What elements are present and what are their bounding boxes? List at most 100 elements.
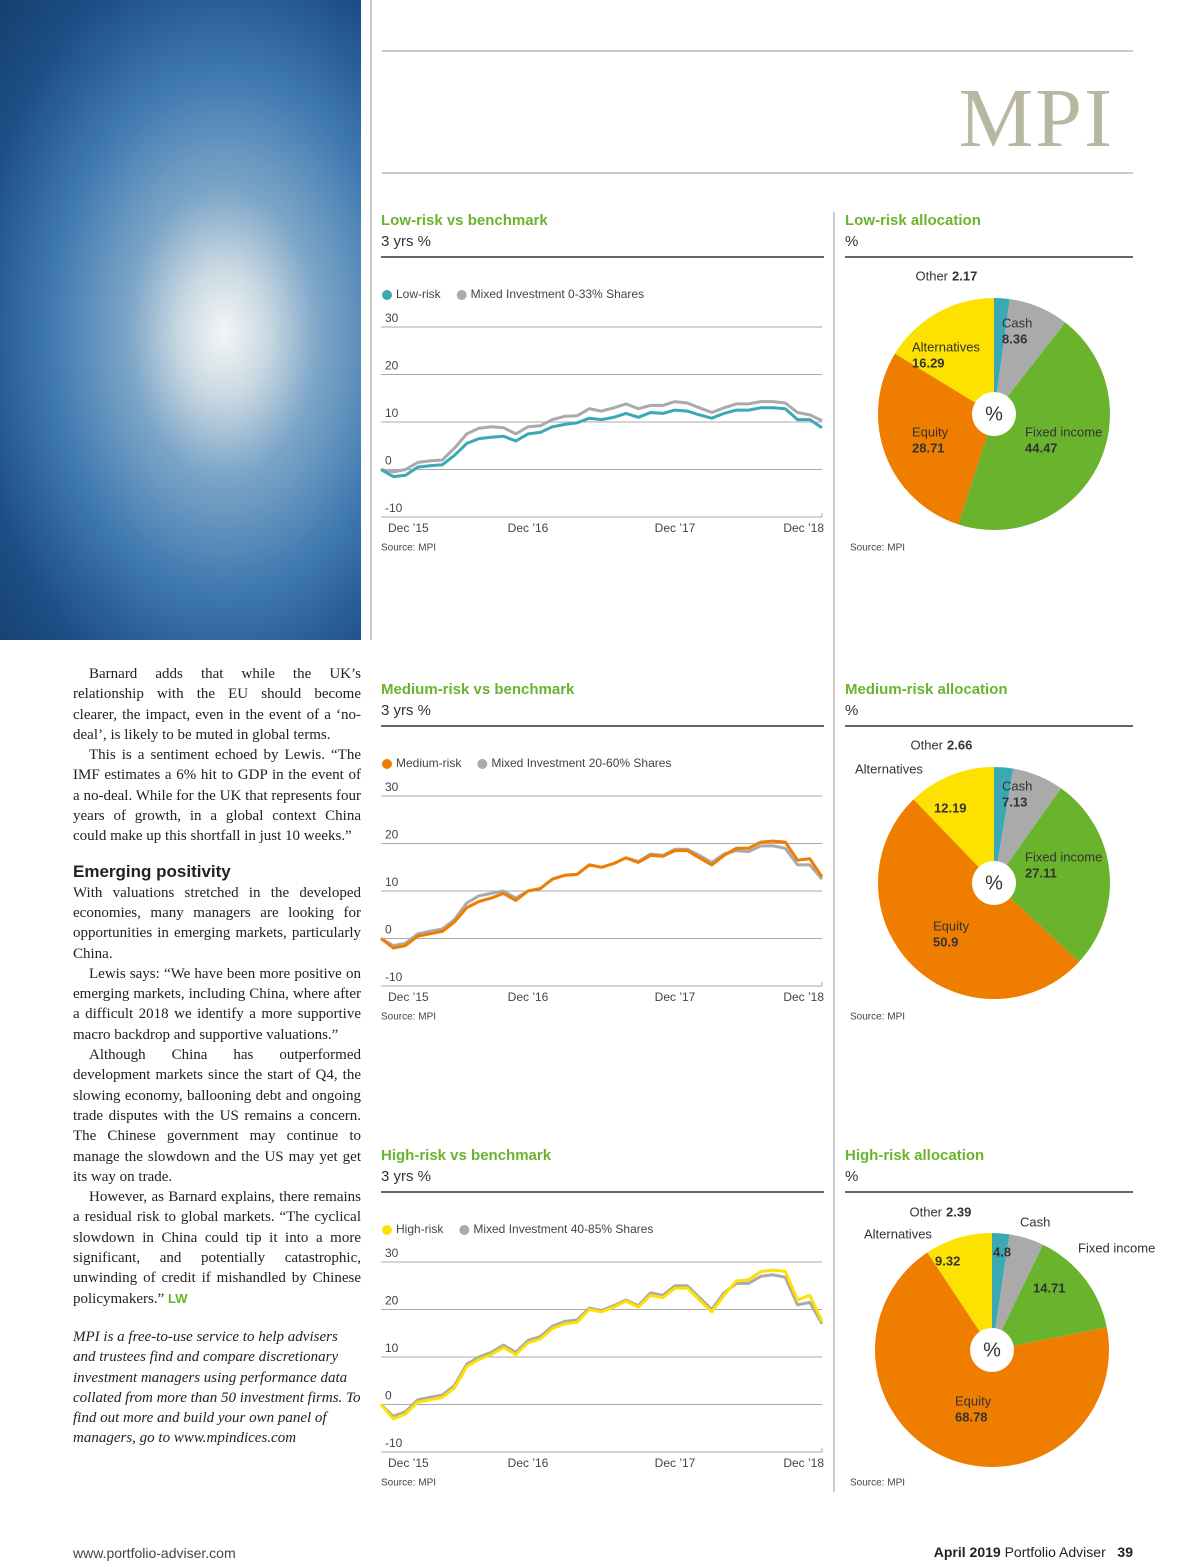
legend-label: Mixed Investment 40-85% Shares <box>473 1222 653 1236</box>
footer-page: 39 <box>1117 1544 1133 1560</box>
slice-label: Fixed income <box>1078 1240 1155 1255</box>
pie-center <box>972 392 1016 436</box>
pie-slice <box>992 1233 1010 1350</box>
pie-slice <box>877 799 1080 999</box>
y-tick-label: 20 <box>385 828 399 842</box>
chart-subtitle: % <box>845 1168 858 1185</box>
photo <box>0 0 361 640</box>
slice-label: Fixed income <box>1025 424 1102 439</box>
chart-subtitle: % <box>845 702 858 719</box>
series-line <box>380 839 824 950</box>
x-tick-label: Dec ’15 <box>388 1456 429 1470</box>
legend-label: Mixed Investment 20-60% Shares <box>491 756 671 770</box>
slice-value: 68.78 <box>955 1409 988 1424</box>
chart-title: Medium-risk allocation <box>845 681 1008 698</box>
legend-swatch <box>456 290 467 300</box>
source: Source: MPI <box>850 543 905 554</box>
chart-subtitle: 3 yrs % <box>381 1168 431 1185</box>
x-tick-label: Dec ’15 <box>388 990 429 1004</box>
chart-title: High-risk allocation <box>845 1147 984 1164</box>
slice-value: 2.17 <box>952 268 977 283</box>
y-tick-label: 10 <box>385 1341 399 1355</box>
slice-label: Alternatives <box>855 761 923 776</box>
pie-center-label: % <box>985 403 1003 425</box>
logo: MPI <box>958 72 1114 165</box>
article: Barnard adds that while the UK’s relatio… <box>73 664 361 1449</box>
slice-value: 4.8 <box>993 1244 1011 1259</box>
slice-label: Other <box>910 737 943 752</box>
paragraph: Lewis says: “We have been more positive … <box>73 965 361 1043</box>
chart-title: Low-risk allocation <box>845 212 981 229</box>
sign-off: LW <box>167 1290 188 1306</box>
slice-value: 8.36 <box>1002 331 1027 346</box>
slice-value: 50.9 <box>933 934 958 949</box>
pie-slice <box>958 322 1110 530</box>
pie-slice <box>992 1244 1107 1350</box>
chart-title: High-risk vs benchmark <box>381 1147 552 1164</box>
footer-url: www.portfolio-adviser.com <box>73 1545 236 1561</box>
pie-center <box>970 1328 1014 1372</box>
footer-publication: Portfolio Adviser <box>1004 1544 1106 1560</box>
slice-value: 28.71 <box>912 440 945 455</box>
heading: Emerging positivity <box>73 861 231 881</box>
series-line <box>379 1268 824 1421</box>
pie-center-label: % <box>983 1339 1001 1361</box>
pie-center-label: % <box>985 872 1003 894</box>
slice-label: Cash <box>1002 778 1032 793</box>
slice-label: Other <box>915 268 948 283</box>
legend-label: High-risk <box>396 1222 444 1236</box>
slice-value: 9.32 <box>935 1253 960 1268</box>
slice-label: Cash <box>1002 315 1032 330</box>
y-tick-label: 30 <box>385 1246 399 1260</box>
paragraph: However, as Barnard explains, there rema… <box>73 1187 361 1309</box>
chart-title: Low-risk vs benchmark <box>381 212 548 229</box>
pie-slice <box>994 767 1014 883</box>
legend-swatch <box>477 759 488 769</box>
slice-value: 44.47 <box>1025 440 1058 455</box>
pie-slice <box>913 767 994 883</box>
source: Source: MPI <box>850 1012 905 1023</box>
paragraph: Although China has outperformed developm… <box>73 1047 361 1185</box>
series-line <box>380 844 824 948</box>
y-tick-label: -10 <box>385 970 403 984</box>
paragraph: With valuations stretched in the develop… <box>73 884 361 962</box>
y-tick-label: 0 <box>385 454 392 468</box>
x-tick-label: Dec ’15 <box>388 521 429 535</box>
slice-label: Equity <box>933 918 970 933</box>
pie-slice <box>894 298 994 414</box>
series-line <box>380 406 823 479</box>
legend-swatch <box>382 759 392 769</box>
slice-label: Equity <box>912 424 949 439</box>
series-line <box>380 400 823 474</box>
chart-title: Medium-risk vs benchmark <box>381 681 575 698</box>
legend-swatch <box>459 1225 470 1235</box>
pie-slice <box>994 768 1061 883</box>
chart-subtitle: 3 yrs % <box>381 233 431 250</box>
footer-right: April 2019 Portfolio Adviser 39 <box>934 1544 1133 1560</box>
legend-label: Low-risk <box>396 287 442 301</box>
slice-label: Alternatives <box>912 339 980 354</box>
x-tick-label: Dec ’16 <box>508 990 549 1004</box>
y-tick-label: 20 <box>385 1294 399 1308</box>
y-tick-label: 10 <box>385 406 399 420</box>
slice-label: Fixed income <box>1025 849 1102 864</box>
slice-value: 27.11 <box>1025 865 1057 880</box>
y-tick-label: -10 <box>385 1436 403 1450</box>
pie-slice <box>992 1234 1044 1350</box>
legend-label: Medium-risk <box>396 756 462 770</box>
slice-label: Other <box>909 1204 942 1219</box>
slice-value: 12.19 <box>934 800 967 815</box>
chart-subtitle: 3 yrs % <box>381 702 431 719</box>
x-tick-label: Dec ’16 <box>508 1456 549 1470</box>
legend-swatch <box>382 290 392 300</box>
source: Source: MPI <box>381 1012 436 1023</box>
footer-date: April 2019 <box>933 1544 1001 1560</box>
y-tick-label: 10 <box>385 875 399 889</box>
pie-slice <box>994 788 1110 962</box>
pie-slice <box>878 353 994 525</box>
paragraph-text: However, as Barnard explains, there rema… <box>73 1189 361 1307</box>
slice-value: 2.66 <box>947 737 972 752</box>
slice-label: Alternatives <box>864 1226 932 1241</box>
x-tick-label: Dec ’17 <box>655 1456 696 1470</box>
